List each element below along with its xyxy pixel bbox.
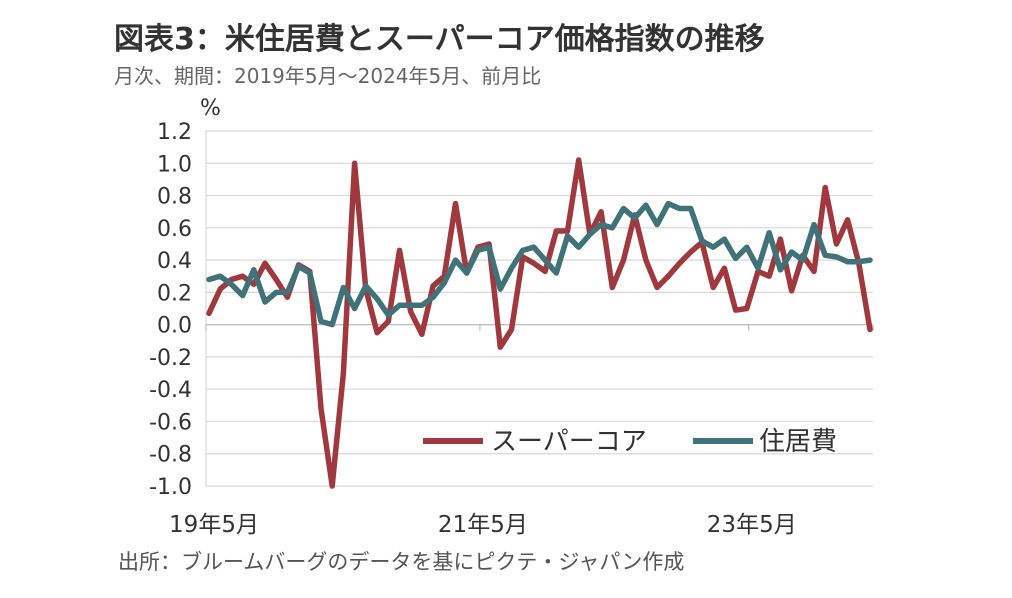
x-tick-label: 23年5月 <box>707 512 797 538</box>
y-tick-label: -1.0 <box>149 475 192 500</box>
x-tick-label: 21年5月 <box>438 512 528 538</box>
y-tick-label: 0.0 <box>157 314 192 339</box>
x-axis: 19年5月 21年5月 23年5月 <box>169 324 874 538</box>
series-line-shelter <box>206 200 873 328</box>
y-tick-label: 0.2 <box>157 281 192 306</box>
y-tick-label: -0.8 <box>149 443 192 468</box>
source-note: 出所：ブルームバーグのデータを基にピクテ・ジャパン作成 <box>118 550 685 574</box>
y-tick-label: 1.0 <box>157 152 192 177</box>
y-tick-label: -0.4 <box>149 378 192 403</box>
legend-label: 住居費 <box>759 427 837 457</box>
y-tick-label: 0.6 <box>157 217 192 242</box>
series-line-supercore <box>206 157 873 489</box>
y-tick-label: 0.8 <box>157 185 192 210</box>
y-axis: 1.2 1.0 0.8 0.6 0.4 0.2 0.0 -0.2 -0.4 -0.6 -0.8 -1.… <box>149 120 207 500</box>
chart-title: 図表3：米住居費とスーパーコア価格指数の推移 <box>114 22 765 57</box>
y-tick-label: 1.2 <box>157 120 192 145</box>
y-axis-unit: % <box>200 96 221 121</box>
y-tick-label: -0.2 <box>149 346 192 371</box>
series-lines <box>206 157 873 489</box>
x-tick-label: 19年5月 <box>169 512 259 538</box>
chart-subtitle: 月次、期間：2019年5月～2024年5月、前月比 <box>114 64 542 88</box>
legend: スーパーコア 住居費 <box>423 427 837 457</box>
legend-label: スーパーコア <box>491 427 647 457</box>
y-tick-label: 0.4 <box>157 249 192 274</box>
y-tick-label: -0.6 <box>149 410 192 435</box>
